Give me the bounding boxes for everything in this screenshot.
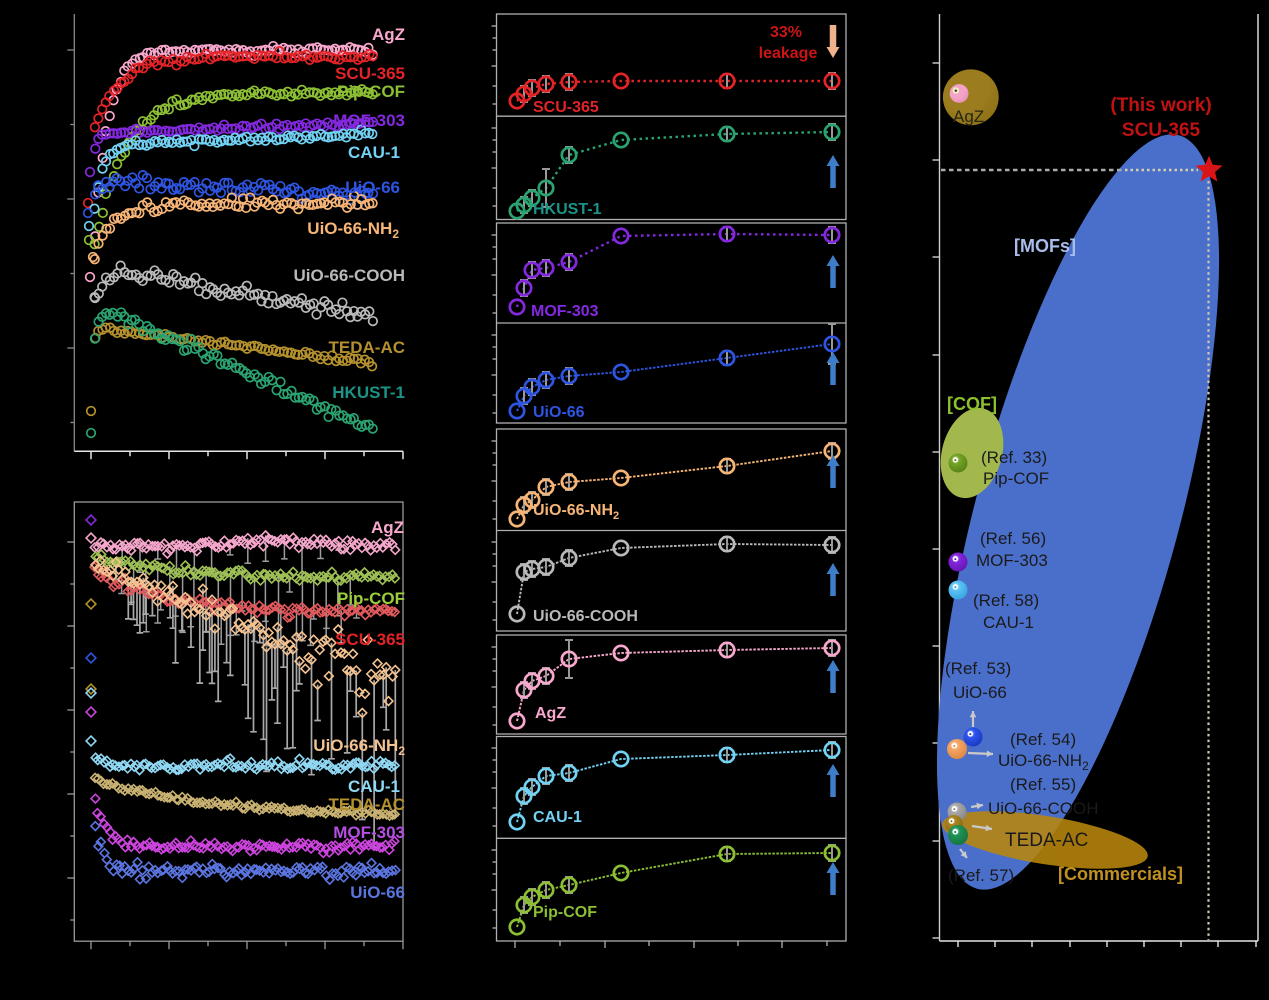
svg-text:TEDA-AC: TEDA-AC [329, 795, 406, 814]
svg-text:UiO-66: UiO-66 [533, 404, 585, 421]
svg-text:(Ref. 56): (Ref. 56) [980, 529, 1046, 548]
svg-text:HKUST-1: HKUST-1 [533, 201, 602, 218]
svg-text:SCU-365: SCU-365 [533, 99, 599, 116]
svg-text:SCU-365: SCU-365 [335, 630, 405, 649]
svg-text:UiO-66-COOH: UiO-66-COOH [988, 799, 1099, 818]
svg-text:SCU-365: SCU-365 [1122, 120, 1201, 141]
svg-text:UiO-66-NH2: UiO-66-NH2 [998, 751, 1089, 773]
svg-text:[COF]: [COF] [947, 394, 997, 414]
svg-text:leakage: leakage [759, 45, 818, 62]
svg-text:Pip-COF: Pip-COF [337, 82, 405, 101]
svg-text:AgZ: AgZ [371, 518, 404, 537]
svg-text:MOF-303: MOF-303 [333, 111, 405, 130]
svg-text:[Commercials]: [Commercials] [1058, 864, 1183, 884]
svg-text:UiO-66-NH2: UiO-66-NH2 [313, 736, 405, 758]
svg-text:CAU-1: CAU-1 [348, 143, 400, 162]
svg-text:(Ref. 53): (Ref. 53) [945, 659, 1011, 678]
svg-text:33%: 33% [770, 24, 802, 41]
svg-text:(Ref. 57): (Ref. 57) [948, 866, 1014, 885]
svg-text:CAU-1: CAU-1 [983, 613, 1034, 632]
svg-text:AgZ: AgZ [953, 107, 984, 126]
svg-text:MOF-303: MOF-303 [333, 823, 405, 842]
svg-text:Pip-COF: Pip-COF [337, 589, 405, 608]
svg-text:TEDA-AC: TEDA-AC [329, 338, 406, 357]
svg-text:Pip-COF: Pip-COF [533, 904, 597, 921]
svg-text:SCU-365: SCU-365 [335, 64, 405, 83]
svg-text:UiO-66: UiO-66 [953, 683, 1007, 702]
svg-text:AgZ: AgZ [372, 25, 405, 44]
svg-text:Pip-COF: Pip-COF [983, 469, 1049, 488]
svg-text:HKUST-1: HKUST-1 [332, 383, 405, 402]
svg-text:CAU-1: CAU-1 [533, 809, 582, 826]
svg-text:(Ref. 33): (Ref. 33) [981, 448, 1047, 467]
svg-text:(Ref. 58): (Ref. 58) [973, 591, 1039, 610]
svg-text:UiO-66-COOH: UiO-66-COOH [294, 266, 405, 285]
svg-text:MOF-303: MOF-303 [976, 551, 1048, 570]
svg-text:TEDA-AC: TEDA-AC [1005, 830, 1088, 851]
svg-text:[MOFs]: [MOFs] [1014, 236, 1076, 256]
svg-text:UiO-66: UiO-66 [350, 883, 405, 902]
svg-text:(Ref. 55): (Ref. 55) [1010, 775, 1076, 794]
svg-text:UiO-66-NH2: UiO-66-NH2 [307, 219, 399, 241]
svg-text:MOF-303: MOF-303 [531, 303, 599, 320]
svg-text:CAU-1: CAU-1 [348, 777, 400, 796]
svg-text:UiO-66-NH2: UiO-66-NH2 [533, 502, 619, 522]
svg-text:AgZ: AgZ [535, 705, 566, 722]
svg-text:(This work): (This work) [1110, 95, 1211, 116]
svg-text:UiO-66: UiO-66 [345, 178, 400, 197]
svg-text:UiO-66-COOH: UiO-66-COOH [533, 608, 638, 625]
svg-text:(Ref. 54): (Ref. 54) [1010, 730, 1076, 749]
